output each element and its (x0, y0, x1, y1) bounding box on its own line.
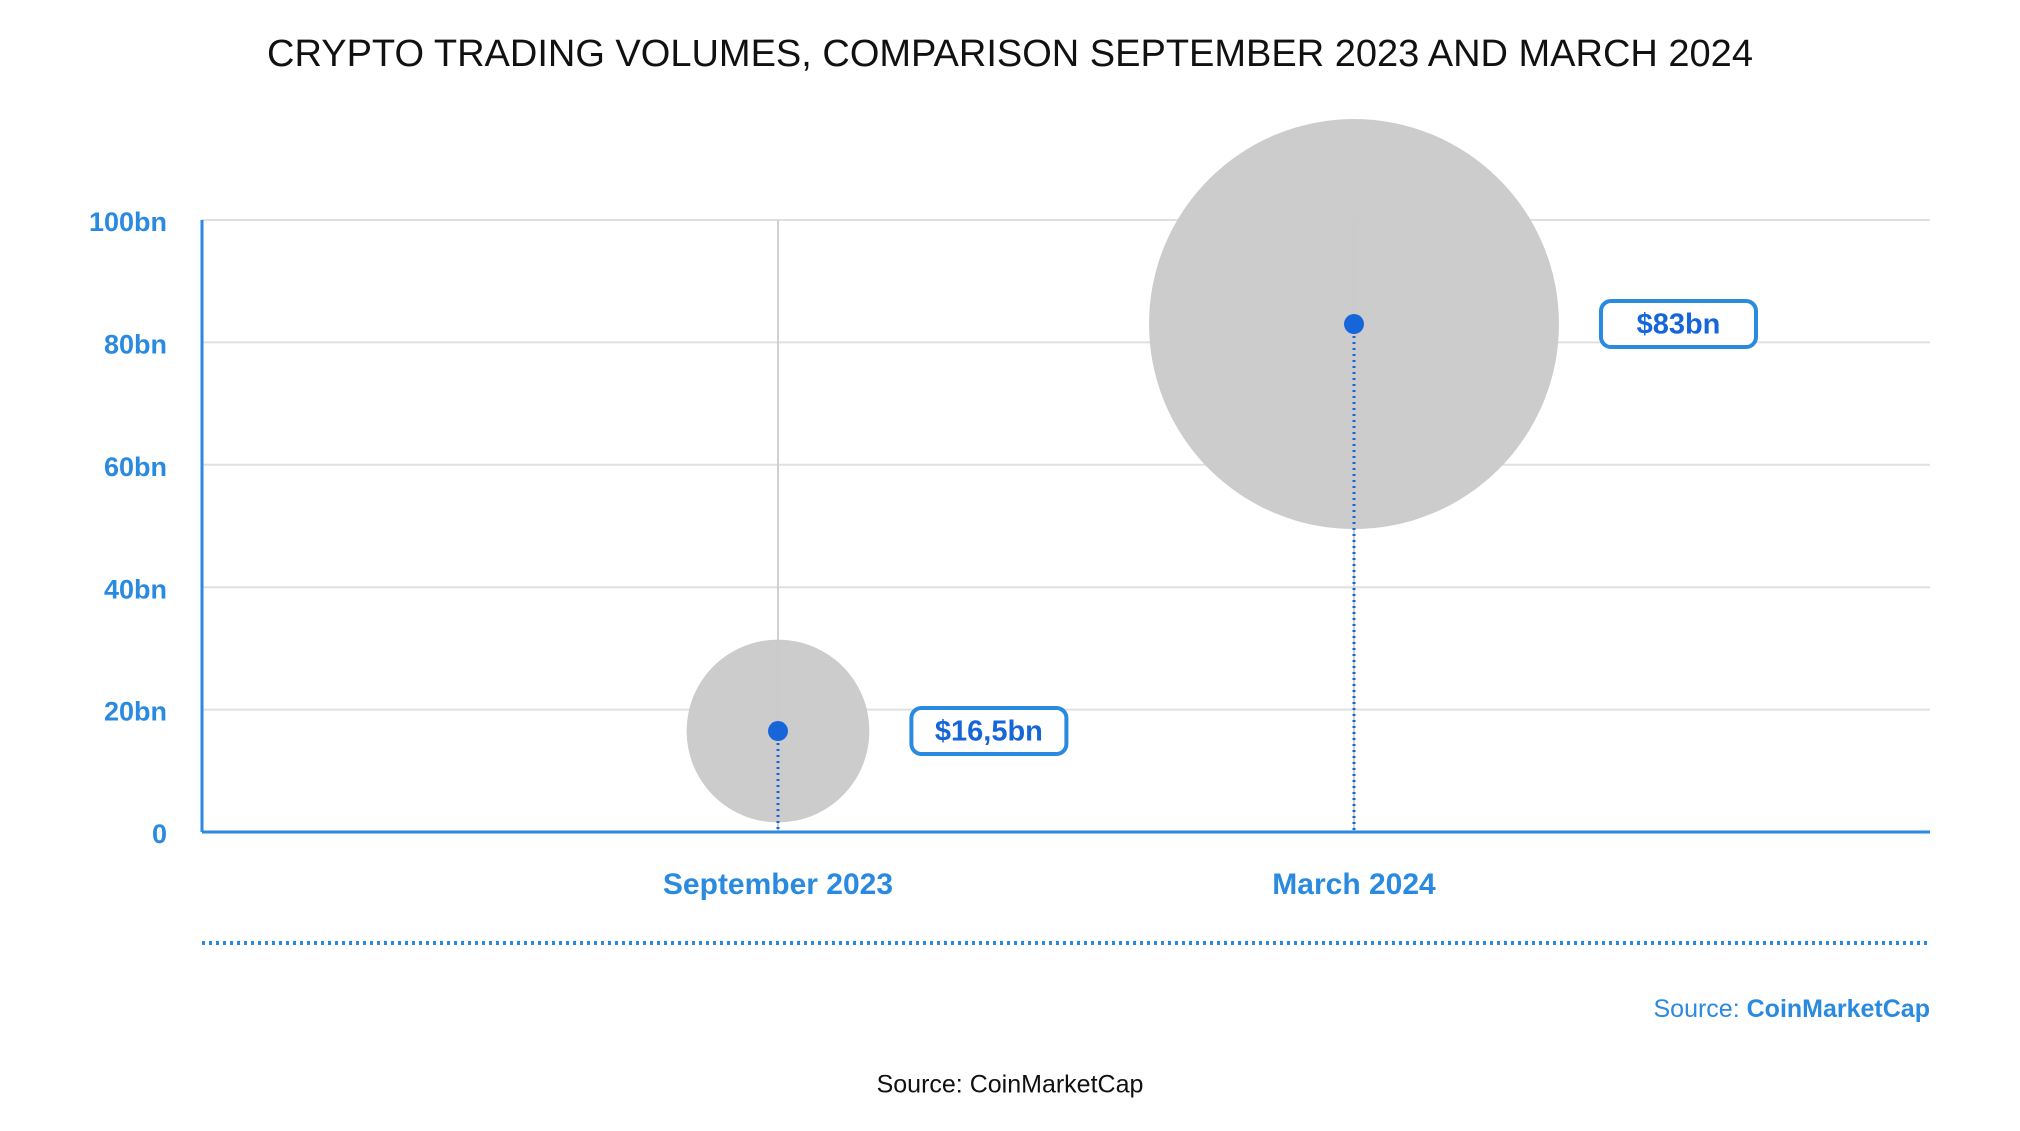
y-tick-label: 0 (152, 819, 167, 849)
source: Source: CoinMarketCap (1654, 995, 1931, 1023)
value-label-box (909, 706, 1069, 757)
source-label: Source: (1654, 995, 1740, 1023)
y-tick-label: 80bn (104, 330, 167, 360)
chart-title: CRYPTO TRADING VOLUMES, COMPARISON SEPTE… (267, 33, 1753, 75)
point (1344, 314, 1364, 335)
point (768, 721, 788, 742)
x-tick-label: September 2023 (663, 868, 893, 901)
y-tick-label: 100bn (89, 207, 167, 237)
y-tick-label: 20bn (104, 697, 167, 727)
x-tick-label: March 2024 (1272, 868, 1436, 901)
source-name: CoinMarketCap (1747, 995, 1930, 1023)
y-tick-label: 40bn (104, 574, 167, 604)
y-tick-label: 60bn (104, 452, 167, 482)
value-label: $83bn (1637, 309, 1721, 341)
value-label: $16,5bn (935, 716, 1043, 748)
value-label-box (1598, 299, 1758, 350)
caption: Source: CoinMarketCap (877, 1071, 1144, 1099)
